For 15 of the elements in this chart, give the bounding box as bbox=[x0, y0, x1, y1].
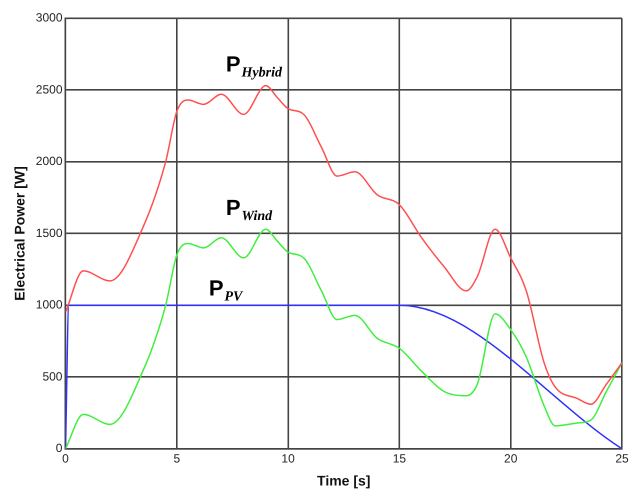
y-tick-label: 2000 bbox=[36, 154, 63, 168]
x-tick-label: 20 bbox=[504, 451, 518, 466]
x-tick-label: 25 bbox=[615, 451, 629, 466]
line-series bbox=[65, 84, 622, 406]
y-tick-label: 2500 bbox=[36, 82, 63, 96]
y-tick-label: 3000 bbox=[36, 10, 63, 25]
y-tick-label: 1500 bbox=[36, 226, 63, 240]
x-tick-label: 10 bbox=[281, 451, 296, 466]
y-tick-label: 0 bbox=[56, 441, 63, 456]
x-axis-title: Time [s] bbox=[317, 472, 370, 488]
x-tick-label: 5 bbox=[173, 451, 180, 466]
x-tick-label: 15 bbox=[392, 451, 406, 466]
y-axis-title: Electrical Power [W] bbox=[11, 166, 28, 301]
y-tick-label: 1000 bbox=[36, 298, 63, 312]
y-tick-label: 500 bbox=[42, 369, 63, 384]
